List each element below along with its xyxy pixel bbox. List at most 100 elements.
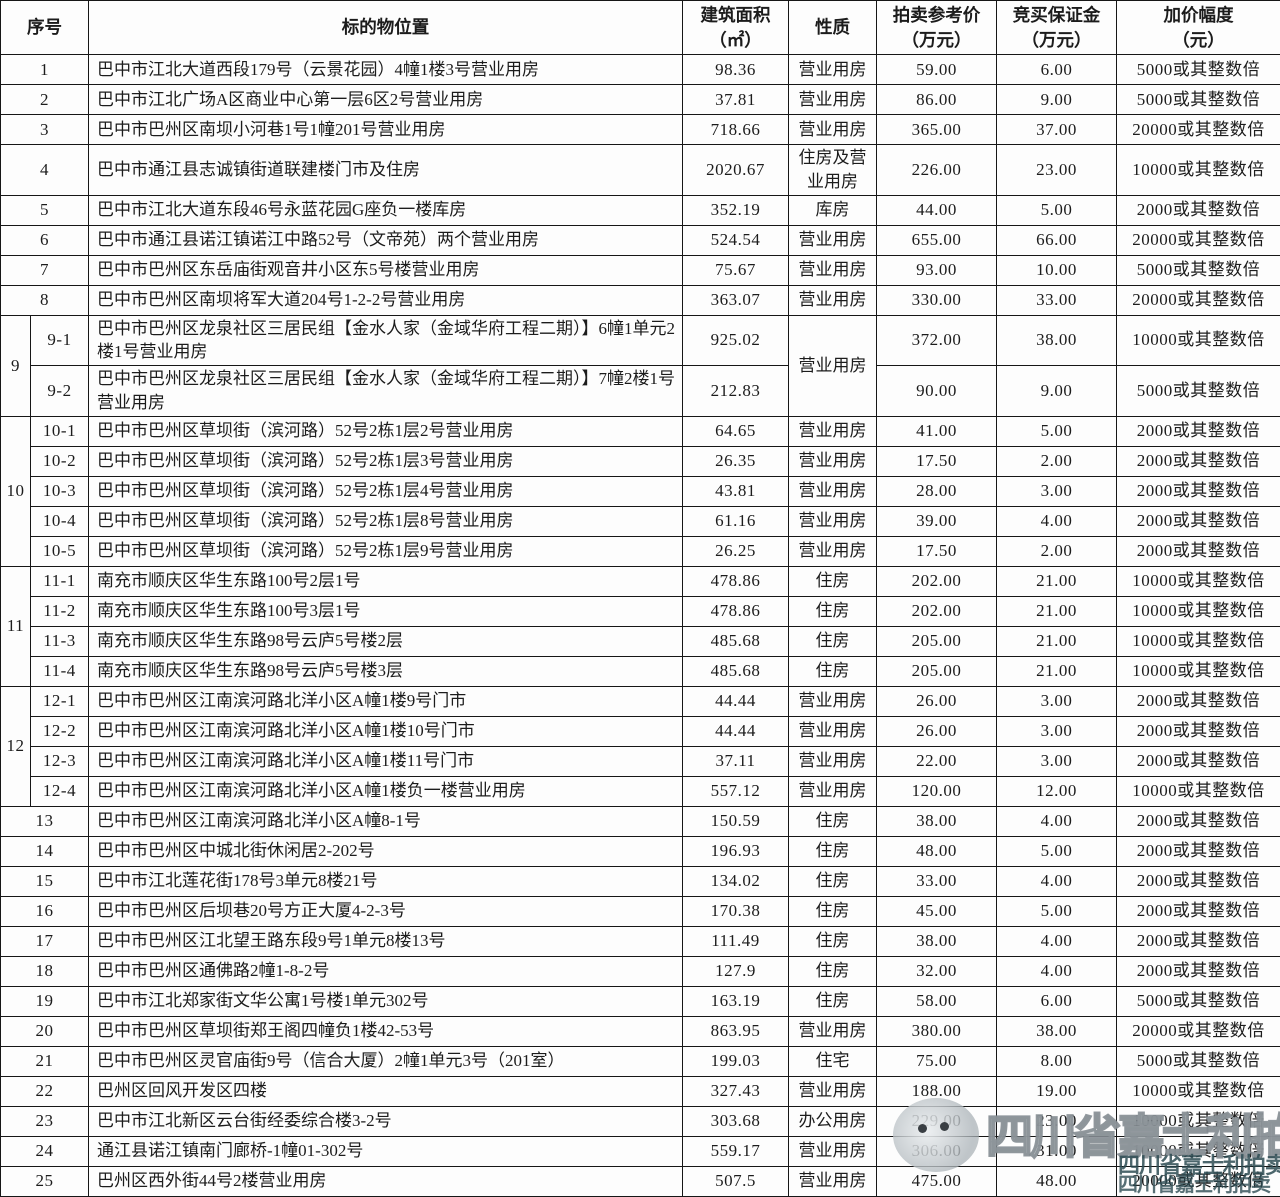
area-cell: 134.02: [683, 866, 789, 896]
deposit-cell: 2.00: [997, 446, 1117, 476]
nature-cell: 营业用房: [789, 776, 877, 806]
serial-cell: 8: [1, 285, 89, 315]
increment-cell: 2000或其整数倍: [1117, 416, 1280, 446]
serial-cell: 10-5: [31, 536, 89, 566]
nature-cell: 营业用房: [789, 446, 877, 476]
nature-cell: 营业用房: [789, 476, 877, 506]
serial-cell: 23: [1, 1106, 89, 1136]
price-cell: 380.00: [877, 1016, 997, 1046]
nature-cell: 住房: [789, 566, 877, 596]
increment-cell: 2000或其整数倍: [1117, 926, 1280, 956]
group-serial-cell: 10: [1, 416, 31, 566]
area-cell: 212.83: [683, 366, 789, 417]
area-cell: 170.38: [683, 896, 789, 926]
area-cell: 524.54: [683, 225, 789, 255]
increment-cell: 20000或其整数倍: [1117, 285, 1280, 315]
price-cell: 17.50: [877, 536, 997, 566]
serial-cell: 6: [1, 225, 89, 255]
col-header-increment: 加价幅度（元）: [1117, 1, 1280, 55]
price-cell: 86.00: [877, 85, 997, 115]
location-cell: 通江县诺江镇南门廊桥-1幢01-302号: [89, 1136, 683, 1166]
serial-cell: 20: [1, 1016, 89, 1046]
deposit-cell: 4.00: [997, 956, 1117, 986]
area-cell: 718.66: [683, 115, 789, 145]
location-cell: 巴中市江北新区云台街经委综合楼3-2号: [89, 1106, 683, 1136]
area-cell: 485.68: [683, 626, 789, 656]
nature-cell: 营业用房: [789, 416, 877, 446]
price-cell: 38.00: [877, 926, 997, 956]
serial-cell: 13: [1, 806, 89, 836]
area-cell: 478.86: [683, 566, 789, 596]
location-cell: 巴中市巴州区通佛路2幢1-8-2号: [89, 956, 683, 986]
increment-cell: 2000或其整数倍: [1117, 716, 1280, 746]
increment-cell: 2000或其整数倍: [1117, 536, 1280, 566]
deposit-cell: 21.00: [997, 656, 1117, 686]
serial-cell: 4: [1, 145, 89, 196]
increment-cell: 5000或其整数倍: [1117, 85, 1280, 115]
deposit-cell: 31.00: [997, 1136, 1117, 1166]
deposit-cell: 3.00: [997, 746, 1117, 776]
price-cell: 120.00: [877, 776, 997, 806]
deposit-cell: 3.00: [997, 716, 1117, 746]
price-cell: 306.00: [877, 1136, 997, 1166]
serial-cell: 5: [1, 195, 89, 225]
area-cell: 43.81: [683, 476, 789, 506]
nature-cell: 营业用房: [789, 686, 877, 716]
group-serial-cell: 9: [1, 315, 31, 416]
group-serial-cell: 11: [1, 566, 31, 686]
serial-cell: 22: [1, 1076, 89, 1106]
serial-cell: 11-1: [31, 566, 89, 596]
increment-cell: 10000或其整数倍: [1117, 626, 1280, 656]
serial-cell: 10-1: [31, 416, 89, 446]
col-header-serial: 序号: [1, 1, 89, 55]
nature-cell: 营业用房: [789, 225, 877, 255]
area-cell: 26.35: [683, 446, 789, 476]
nature-cell: 营业用房: [789, 1136, 877, 1166]
price-cell: 75.00: [877, 1046, 997, 1076]
location-cell: 巴中市巴州区后坝巷20号方正大厦4-2-3号: [89, 896, 683, 926]
serial-cell: 1: [1, 55, 89, 85]
price-cell: 38.00: [877, 806, 997, 836]
nature-cell: 住房及营业用房: [789, 145, 877, 196]
location-cell: 巴中市巴州区江南滨河路北洋小区A幢1楼10号门市: [89, 716, 683, 746]
area-cell: 199.03: [683, 1046, 789, 1076]
price-cell: 58.00: [877, 986, 997, 1016]
increment-cell: 10000或其整数倍: [1117, 776, 1280, 806]
serial-cell: 2: [1, 85, 89, 115]
price-cell: 41.00: [877, 416, 997, 446]
nature-cell: 营业用房: [789, 716, 877, 746]
increment-cell: 2000或其整数倍: [1117, 686, 1280, 716]
nature-cell: 营业用房: [789, 536, 877, 566]
serial-cell: 7: [1, 255, 89, 285]
location-cell: 巴中市巴州区江北望王路东段9号1单元8楼13号: [89, 926, 683, 956]
deposit-cell: 8.00: [997, 1046, 1117, 1076]
deposit-cell: 4.00: [997, 926, 1117, 956]
nature-cell: 住房: [789, 626, 877, 656]
deposit-cell: 6.00: [997, 986, 1117, 1016]
location-cell: 巴中市巴州区中城北街休闲居2-202号: [89, 836, 683, 866]
group-serial-cell: 12: [1, 686, 31, 806]
area-cell: 44.44: [683, 686, 789, 716]
nature-cell: 住房: [789, 596, 877, 626]
price-cell: 226.00: [877, 145, 997, 196]
increment-cell: 10000或其整数倍: [1117, 315, 1280, 366]
deposit-cell: 6.00: [997, 55, 1117, 85]
location-cell: 巴中市巴州区江南滨河路北洋小区A幢1楼负一楼营业用房: [89, 776, 683, 806]
location-cell: 巴中市江北莲花街178号3单元8楼21号: [89, 866, 683, 896]
serial-cell: 15: [1, 866, 89, 896]
deposit-cell: 5.00: [997, 416, 1117, 446]
location-cell: 巴中市巴州区草坝街（滨河路）52号2栋1层9号营业用房: [89, 536, 683, 566]
